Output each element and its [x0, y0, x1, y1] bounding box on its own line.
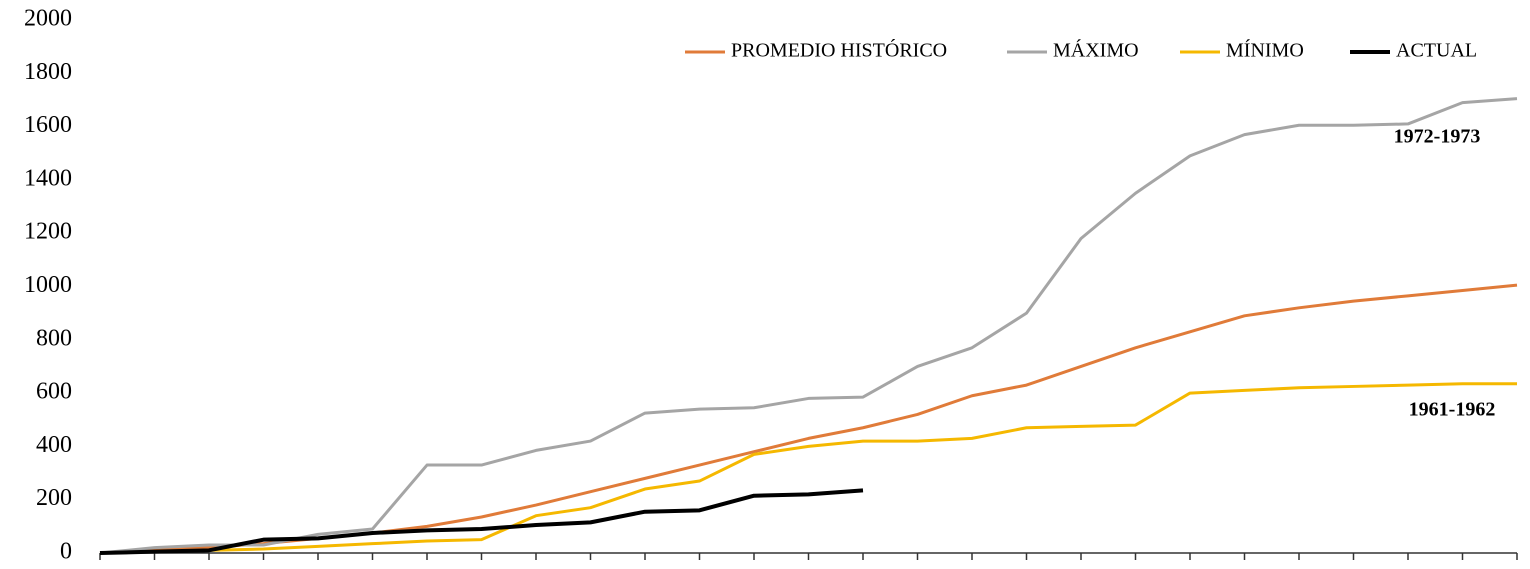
y-tick-label: 600	[36, 379, 72, 405]
y-tick-label: 800	[36, 325, 72, 351]
y-tick-label: 1600	[24, 112, 72, 138]
legend-label: PROMEDIO HISTÓRICO	[731, 38, 947, 62]
y-tick-label: 2000	[24, 6, 72, 32]
series-line	[99, 97, 1518, 555]
series-line	[99, 488, 864, 555]
series-line	[99, 283, 1518, 555]
y-tick-label: 1400	[24, 165, 72, 191]
legend-label: MÁXIMO	[1053, 39, 1139, 62]
y-tick-label: 1000	[24, 272, 72, 298]
legend-label: MÍNIMO	[1226, 39, 1304, 62]
y-tick-label: 400	[36, 432, 72, 458]
annotation: 1972-1973	[1394, 126, 1481, 148]
annotation: 1961-1962	[1409, 399, 1496, 421]
y-tick-label: 0	[60, 539, 72, 565]
y-tick-label: 1200	[24, 219, 72, 245]
y-tick-label: 200	[36, 485, 72, 511]
legend-label: ACTUAL	[1396, 40, 1477, 62]
series-line	[99, 382, 1517, 555]
y-tick-label: 1800	[24, 59, 72, 85]
